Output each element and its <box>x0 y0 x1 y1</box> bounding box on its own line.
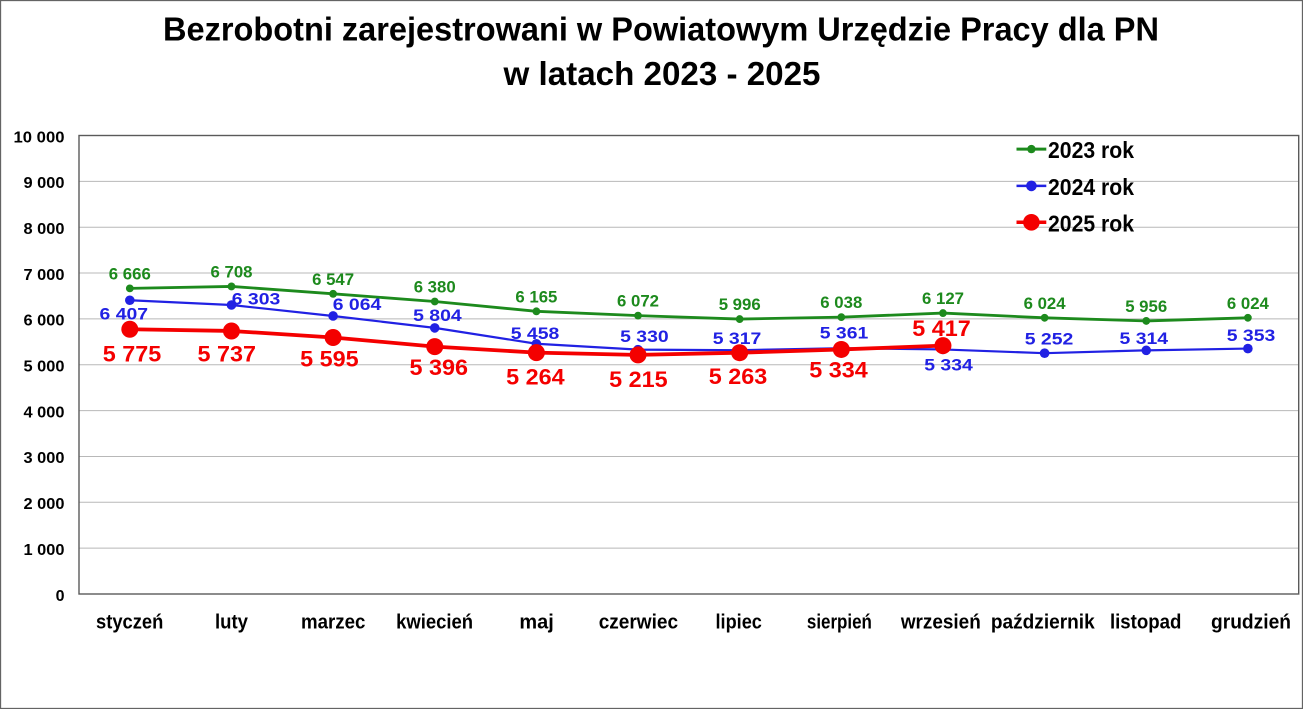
svg-text:5 252: 5 252 <box>1025 329 1074 348</box>
svg-text:5 595: 5 595 <box>300 347 359 372</box>
svg-text:5 396: 5 396 <box>410 355 469 380</box>
svg-text:wrzesień: wrzesień <box>900 611 981 633</box>
svg-text:maj: maj <box>519 611 553 633</box>
svg-text:7 000: 7 000 <box>24 267 65 284</box>
svg-text:październik: październik <box>991 611 1096 633</box>
svg-text:5 334: 5 334 <box>924 356 973 375</box>
svg-text:6 380: 6 380 <box>414 278 456 297</box>
svg-text:listopad: listopad <box>1110 611 1182 633</box>
svg-text:5 417: 5 417 <box>912 316 971 341</box>
svg-text:5 334: 5 334 <box>809 357 868 382</box>
svg-text:5 804: 5 804 <box>413 306 462 325</box>
svg-text:marzec: marzec <box>301 611 365 633</box>
svg-text:6 024: 6 024 <box>1227 294 1270 313</box>
svg-text:5 353: 5 353 <box>1227 326 1276 345</box>
svg-text:5 330: 5 330 <box>620 327 669 346</box>
svg-text:w latach 2023 - 2025: w latach 2023 - 2025 <box>502 55 820 92</box>
svg-text:6 024: 6 024 <box>1024 294 1067 313</box>
svg-text:6 038: 6 038 <box>820 293 862 312</box>
svg-text:6 127: 6 127 <box>922 289 964 308</box>
svg-text:5 737: 5 737 <box>198 342 257 367</box>
svg-text:2 000: 2 000 <box>24 496 65 513</box>
svg-text:1 000: 1 000 <box>24 542 65 559</box>
svg-text:luty: luty <box>215 611 249 633</box>
svg-text:10 000: 10 000 <box>14 129 65 146</box>
svg-text:5 264: 5 264 <box>506 365 565 390</box>
svg-text:2025 rok: 2025 rok <box>1048 210 1134 236</box>
svg-text:5 775: 5 775 <box>103 342 162 367</box>
svg-text:5 361: 5 361 <box>820 324 869 343</box>
svg-text:6 000: 6 000 <box>24 313 65 330</box>
svg-text:lipiec: lipiec <box>716 611 762 633</box>
svg-text:5 996: 5 996 <box>719 295 761 314</box>
svg-text:sierpień: sierpień <box>807 611 872 633</box>
svg-text:9 000: 9 000 <box>24 175 65 192</box>
svg-text:Bezrobotni zarejestrowani w Po: Bezrobotni zarejestrowani w Powiatowym U… <box>163 11 1159 48</box>
svg-text:styczeń: styczeń <box>96 611 163 633</box>
svg-text:6 303: 6 303 <box>232 289 281 308</box>
svg-text:6 072: 6 072 <box>617 292 659 311</box>
svg-text:2024 rok: 2024 rok <box>1048 174 1134 200</box>
svg-text:5 215: 5 215 <box>609 367 668 392</box>
svg-text:4 000: 4 000 <box>24 404 65 421</box>
svg-text:2023 rok: 2023 rok <box>1048 137 1134 163</box>
svg-text:6 064: 6 064 <box>333 295 382 314</box>
svg-text:5 000: 5 000 <box>24 359 65 376</box>
svg-text:6 547: 6 547 <box>312 270 354 289</box>
svg-text:czerwiec: czerwiec <box>599 611 678 633</box>
svg-text:grudzień: grudzień <box>1211 611 1291 633</box>
svg-text:6 708: 6 708 <box>211 262 253 281</box>
svg-text:5 956: 5 956 <box>1125 297 1167 316</box>
svg-text:5 458: 5 458 <box>511 324 560 343</box>
svg-text:8 000: 8 000 <box>24 221 65 238</box>
svg-text:5 314: 5 314 <box>1120 329 1169 348</box>
svg-text:6 666: 6 666 <box>109 264 151 283</box>
svg-text:6 407: 6 407 <box>100 305 149 324</box>
svg-text:5 263: 5 263 <box>709 364 768 389</box>
svg-text:6 165: 6 165 <box>515 287 557 306</box>
svg-text:5 317: 5 317 <box>713 329 762 348</box>
svg-text:0: 0 <box>56 588 65 605</box>
svg-text:3 000: 3 000 <box>24 450 65 467</box>
svg-text:kwiecień: kwiecień <box>396 611 473 633</box>
